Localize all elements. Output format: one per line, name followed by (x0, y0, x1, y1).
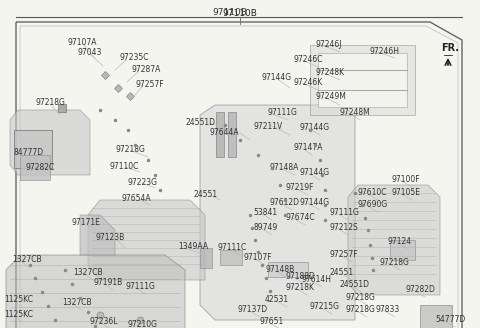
Text: 97223G: 97223G (127, 178, 157, 187)
Text: 97235C: 97235C (119, 53, 148, 62)
Text: 97246K: 97246K (294, 78, 323, 87)
Text: 97215G: 97215G (310, 302, 340, 311)
Polygon shape (200, 105, 355, 320)
Text: 97107F: 97107F (243, 253, 272, 262)
Text: 97110C: 97110C (110, 162, 139, 171)
Text: 97218G: 97218G (116, 145, 146, 154)
Text: 97246J: 97246J (316, 40, 343, 49)
Text: 24551: 24551 (330, 268, 354, 277)
Text: 97651: 97651 (260, 317, 284, 326)
Text: 97147A: 97147A (294, 143, 324, 152)
Text: 97236L: 97236L (90, 317, 119, 326)
Text: 97287A: 97287A (131, 65, 160, 74)
Bar (200, 248, 212, 268)
Bar (420, 305, 452, 328)
Text: 1327CB: 1327CB (12, 255, 42, 264)
Text: 1349AA: 1349AA (178, 242, 208, 251)
Text: 24551: 24551 (193, 190, 217, 199)
Text: 97257F: 97257F (330, 250, 359, 259)
Text: 97144G: 97144G (300, 123, 330, 132)
Text: 97210G: 97210G (127, 320, 157, 328)
Text: 97043: 97043 (78, 48, 102, 57)
Text: 97644A: 97644A (210, 128, 240, 137)
Text: 97105E: 97105E (392, 188, 421, 197)
Text: 97249M: 97249M (316, 92, 347, 101)
Text: 97218G: 97218G (345, 305, 375, 314)
Text: 97246H: 97246H (370, 47, 400, 56)
Text: 97137D: 97137D (238, 305, 268, 314)
Text: 24551D: 24551D (186, 118, 216, 127)
Text: 42531: 42531 (265, 295, 289, 304)
Polygon shape (10, 110, 90, 175)
Text: 97148B: 97148B (265, 265, 294, 274)
Text: 97188D: 97188D (285, 272, 315, 281)
Text: 97218G: 97218G (36, 98, 66, 107)
Polygon shape (80, 215, 115, 255)
Bar (390, 240, 415, 260)
Text: 89749: 89749 (253, 223, 277, 232)
Text: 97674C: 97674C (285, 213, 314, 222)
Text: 97111G: 97111G (125, 282, 155, 291)
Text: 1125KC: 1125KC (4, 295, 33, 304)
Bar (216, 112, 224, 157)
Text: 1125KC: 1125KC (4, 310, 33, 319)
Bar (228, 112, 236, 157)
Text: 97111G: 97111G (329, 208, 359, 217)
Text: 97211V: 97211V (254, 122, 283, 131)
Text: 1327CB: 1327CB (62, 298, 92, 307)
Text: 97110B: 97110B (223, 9, 257, 17)
Text: 97246C: 97246C (294, 55, 324, 64)
Text: 97111G: 97111G (267, 108, 297, 117)
Text: 97218G: 97218G (345, 293, 375, 302)
Polygon shape (318, 53, 407, 107)
Text: 97100F: 97100F (392, 175, 420, 184)
Text: 97111C: 97111C (218, 243, 247, 252)
Bar (20, 155, 50, 180)
Text: 97144G: 97144G (300, 168, 330, 177)
Text: 54777D: 54777D (435, 315, 465, 324)
Text: 97110B: 97110B (213, 8, 247, 17)
Text: 97282D: 97282D (405, 285, 435, 294)
Bar (14, 130, 52, 168)
Bar (268, 262, 308, 277)
Text: 97612D: 97612D (270, 198, 300, 207)
Text: 97212S: 97212S (329, 223, 358, 232)
Text: 97690G: 97690G (358, 200, 388, 209)
Bar (220, 250, 242, 265)
Text: 97171E: 97171E (71, 218, 100, 227)
Text: 1327CB: 1327CB (73, 268, 103, 277)
Text: 97248K: 97248K (316, 68, 345, 77)
Text: 97257F: 97257F (136, 80, 165, 89)
Text: 84777D: 84777D (14, 148, 44, 157)
Text: 97144G: 97144G (262, 73, 292, 82)
Text: 24551D: 24551D (340, 280, 370, 289)
Text: 97610C: 97610C (358, 188, 387, 197)
Text: 97654A: 97654A (122, 194, 152, 203)
Text: 97107A: 97107A (67, 38, 96, 47)
Text: FR.: FR. (441, 43, 459, 53)
Text: 97191B: 97191B (93, 278, 122, 287)
Polygon shape (348, 185, 440, 295)
Text: 97219F: 97219F (285, 183, 313, 192)
Text: 97148A: 97148A (270, 163, 300, 172)
Text: 97123B: 97123B (96, 233, 125, 242)
Text: 97124: 97124 (388, 237, 412, 246)
Text: 53841: 53841 (253, 208, 277, 217)
Text: 97144G: 97144G (300, 198, 330, 207)
Polygon shape (6, 255, 185, 328)
Polygon shape (310, 45, 415, 115)
Text: 97218K: 97218K (285, 283, 314, 292)
Polygon shape (88, 200, 205, 280)
Text: 97614H: 97614H (302, 275, 332, 284)
Text: 97282C: 97282C (26, 163, 55, 172)
Text: 97218G: 97218G (380, 258, 410, 267)
Text: 97833: 97833 (375, 305, 399, 314)
Text: 97248M: 97248M (340, 108, 371, 117)
